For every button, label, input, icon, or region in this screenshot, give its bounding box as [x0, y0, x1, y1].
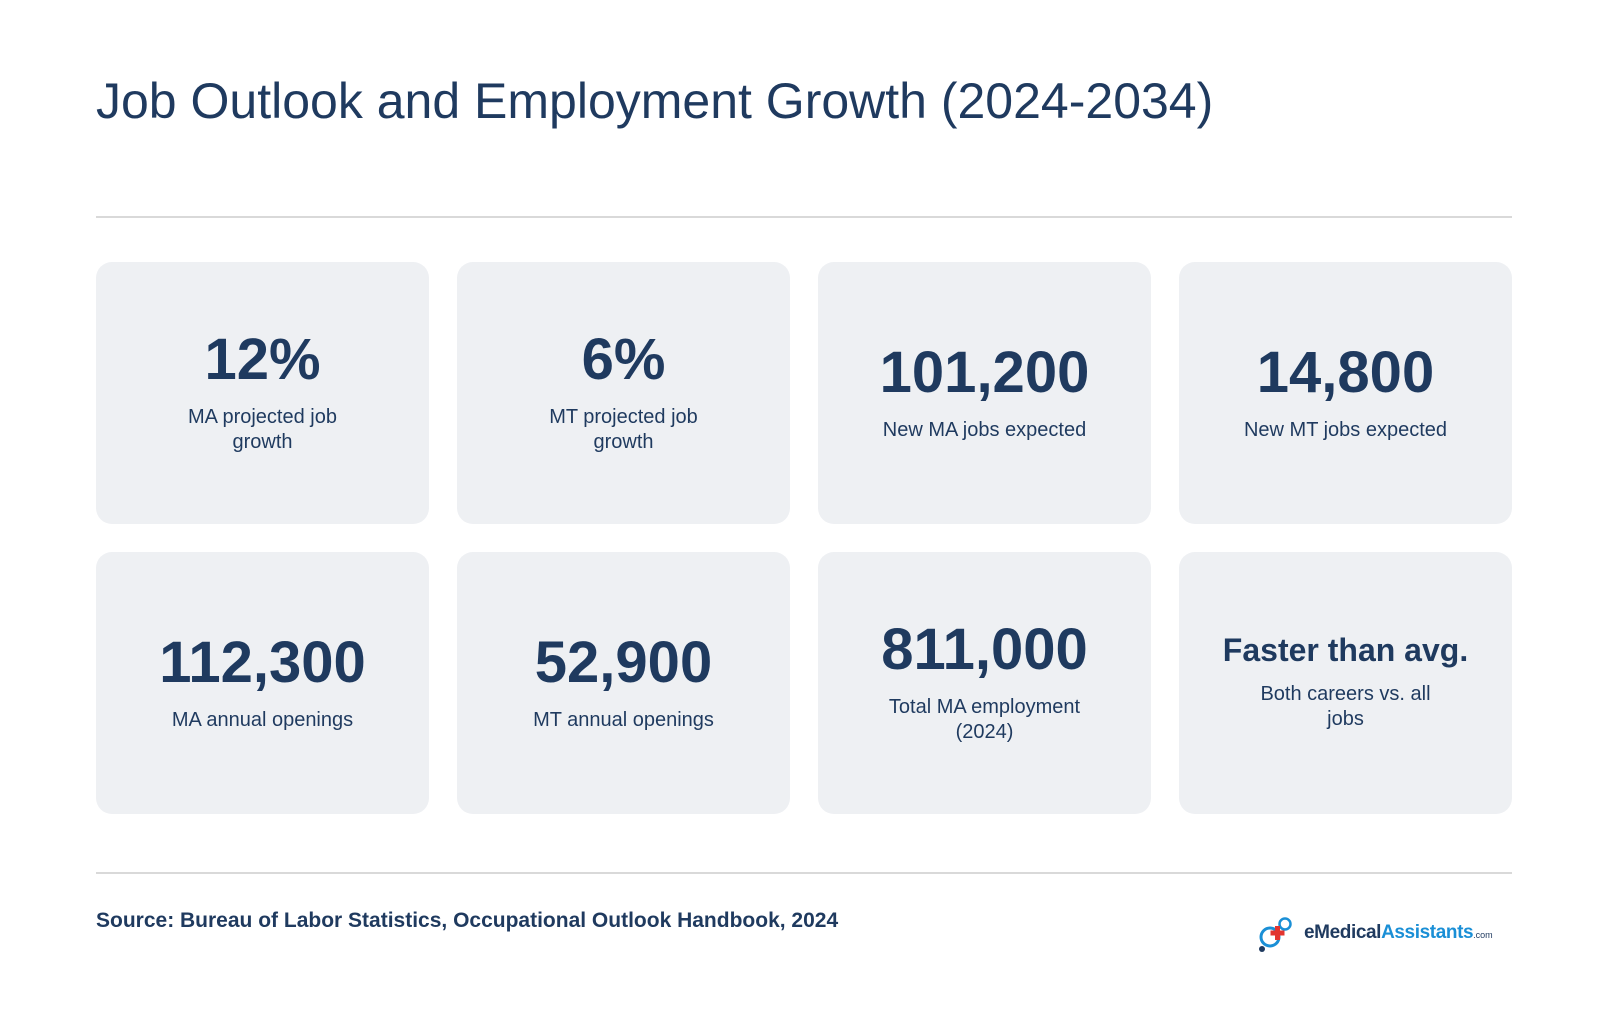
stat-value: 112,300: [159, 629, 366, 695]
stat-value: 52,900: [534, 629, 713, 695]
brand-tld: .com: [1473, 930, 1493, 940]
stat-label: New MA jobs expected: [882, 418, 1087, 441]
stat-label: New MT jobs expected: [1243, 418, 1448, 441]
stat-value: Faster than avg.: [1222, 632, 1469, 668]
stat-card-mt-growth: 6% MT projected job growth: [457, 262, 790, 524]
stat-label: MA annual openings: [171, 708, 354, 731]
brand-name-part-2: Assistants: [1381, 922, 1474, 943]
stat-value: 12%: [204, 327, 321, 392]
stat-value: 811,000: [881, 617, 1088, 682]
stat-value: 101,200: [879, 339, 1090, 405]
stat-label: MA projected job growth: [188, 406, 337, 453]
brand-logo: eMedicalAssistants.com: [1256, 908, 1512, 958]
stat-card-ma-growth: 12% MA projected job growth: [96, 262, 429, 524]
stat-value: 14,800: [1256, 339, 1435, 405]
stat-card-mt-openings: 52,900 MT annual openings: [457, 552, 790, 814]
stat-value: 6%: [581, 327, 666, 392]
page-title: Job Outlook and Employment Growth (2024-…: [96, 73, 1214, 129]
stat-label: Both careers vs. all jobs: [1260, 683, 1431, 730]
stat-card-new-mt-jobs: 14,800 New MT jobs expected: [1179, 262, 1512, 524]
stat-label: MT projected job growth: [549, 406, 698, 453]
medical-cross-icon: [1259, 917, 1292, 952]
stat-card-new-ma-jobs: 101,200 New MA jobs expected: [818, 262, 1151, 524]
stat-label: MT annual openings: [533, 708, 714, 731]
stat-card-faster-than-average: Faster than avg. Both careers vs. all jo…: [1179, 552, 1512, 814]
stat-card-total-ma-employment: 811,000 Total MA employment (2024): [818, 552, 1151, 814]
stat-card-ma-openings: 112,300 MA annual openings: [96, 552, 429, 814]
stats-grid: 12% MA projected job growth 6% MT projec…: [96, 262, 1512, 814]
bottom-divider: [96, 872, 1512, 874]
top-divider: [96, 216, 1512, 218]
brand-wordmark: eMedicalAssistants.com: [1304, 922, 1493, 944]
brand-name-part-1: eMedical: [1304, 922, 1382, 943]
stat-label: Total MA employment (2024): [888, 696, 1081, 743]
source-note: Source: Bureau of Labor Statistics, Occu…: [96, 909, 839, 932]
